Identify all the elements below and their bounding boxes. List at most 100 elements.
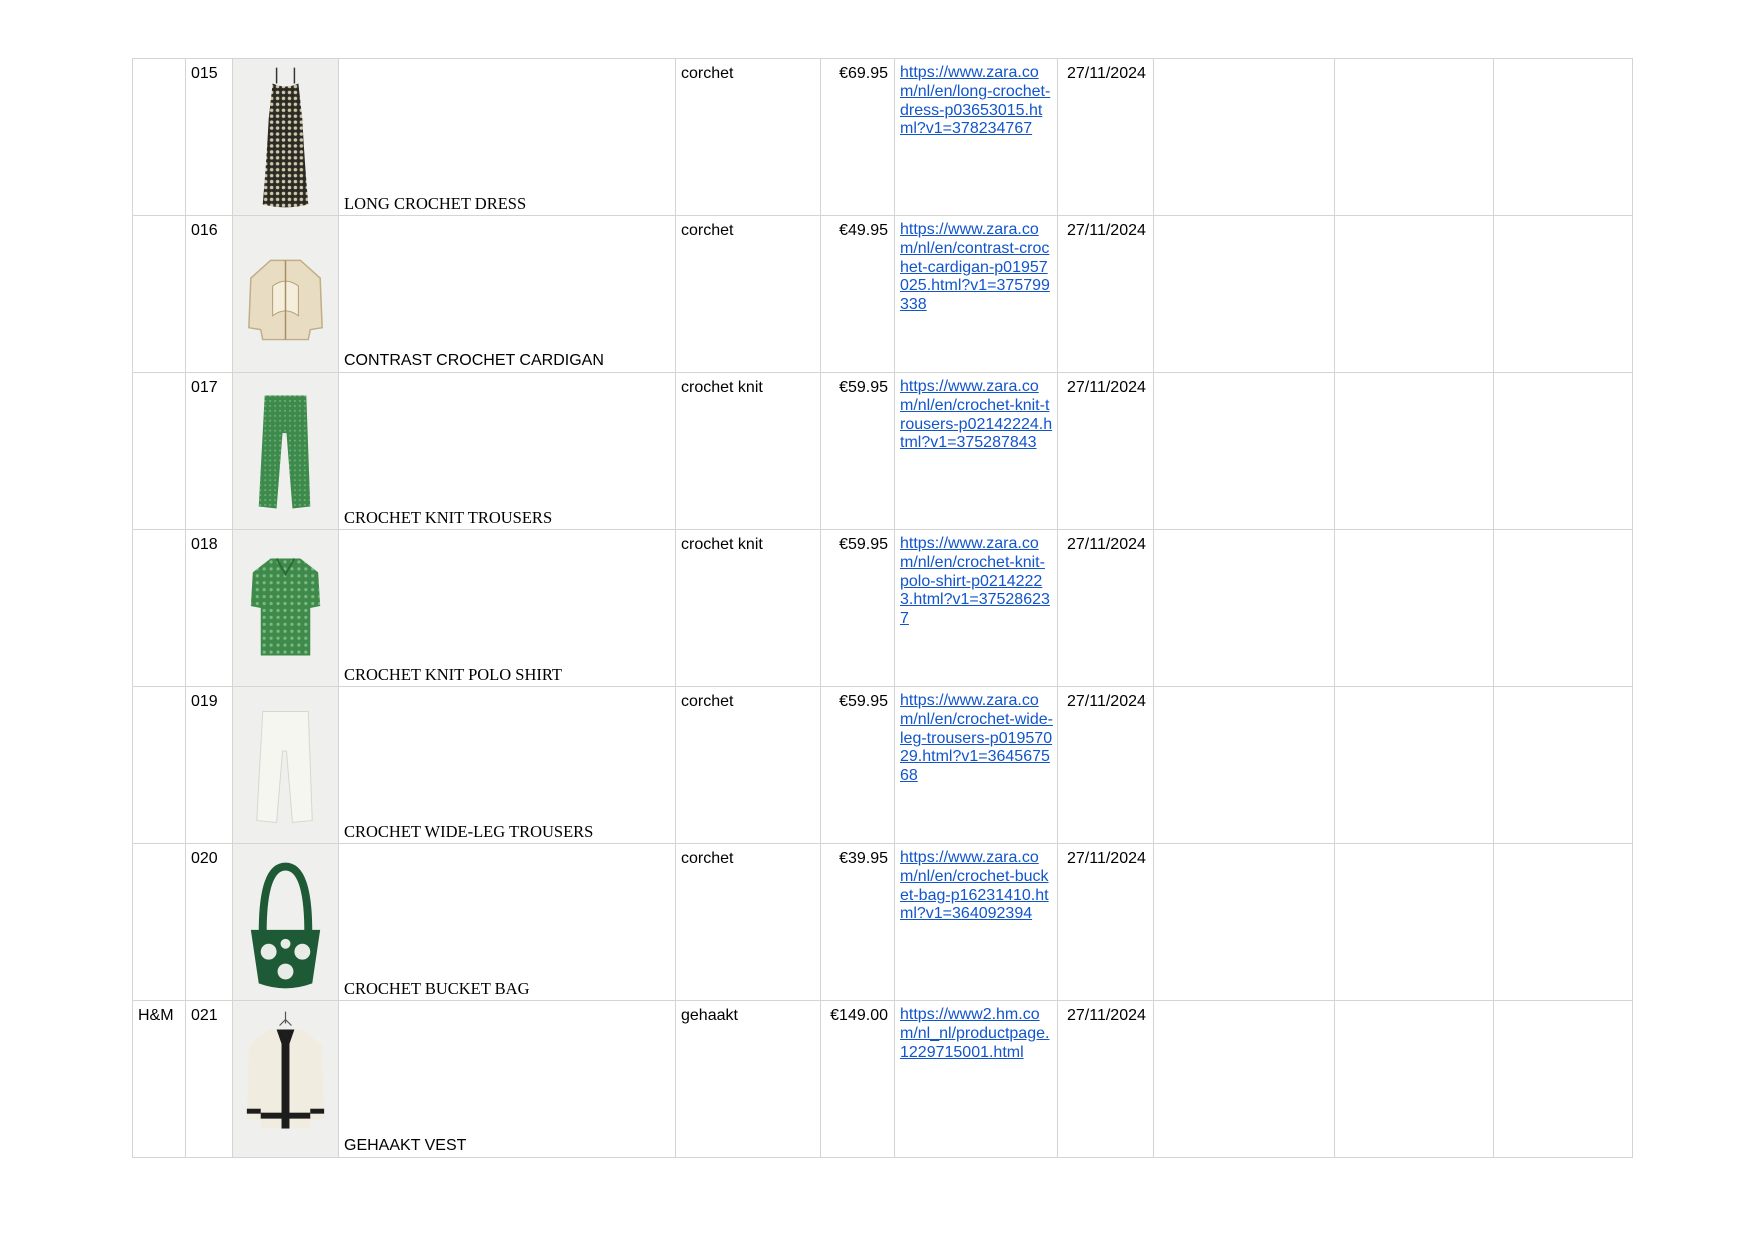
brand-cell[interactable] — [132, 843, 186, 1001]
product-link[interactable]: https://www.zara.com/nl/en/long-crochet-… — [900, 64, 1051, 138]
product-name: CROCHET KNIT TROUSERS — [344, 508, 553, 527]
empty-cell[interactable] — [1493, 1000, 1633, 1158]
material-cell[interactable]: corchet — [675, 215, 821, 373]
name-cell[interactable]: CROCHET KNIT TROUSERS — [338, 372, 676, 530]
product-name: CROCHET KNIT POLO SHIRT — [344, 665, 562, 684]
product-sheet: 015 LONG CROCHET DRESS corchet €69.95 ht… — [132, 58, 1633, 1158]
url-cell[interactable]: https://www.zara.com/nl/en/crochet-bucke… — [894, 843, 1058, 1001]
brand-text — [133, 844, 185, 849]
empty-cell[interactable] — [1153, 1000, 1335, 1158]
image-cell[interactable] — [232, 58, 339, 216]
price-cell[interactable]: €39.95 — [820, 843, 895, 1001]
bucket-bag-thumbnail — [233, 844, 338, 1000]
product-link[interactable]: https://www.zara.com/nl/en/crochet-knit-… — [900, 535, 1050, 628]
empty-cell[interactable] — [1334, 58, 1494, 216]
date-cell[interactable]: 27/11/2024 — [1057, 58, 1154, 216]
name-cell[interactable]: LONG CROCHET DRESS — [338, 58, 676, 216]
id-text: 020 — [191, 850, 218, 867]
product-name: LONG CROCHET DRESS — [344, 194, 527, 213]
url-cell[interactable]: https://www.zara.com/nl/en/contrast-croc… — [894, 215, 1058, 373]
price-cell[interactable]: €149.00 — [820, 1000, 895, 1158]
empty-cell[interactable] — [1334, 686, 1494, 844]
id-cell[interactable]: 021 — [185, 1000, 233, 1158]
image-cell[interactable] — [232, 215, 339, 373]
date-cell[interactable]: 27/11/2024 — [1057, 372, 1154, 530]
id-cell[interactable]: 018 — [185, 529, 233, 687]
product-link[interactable]: https://www.zara.com/nl/en/crochet-wide-… — [900, 692, 1053, 785]
empty-cell[interactable] — [1493, 215, 1633, 373]
empty-cell[interactable] — [1334, 1000, 1494, 1158]
empty-cell[interactable] — [1334, 843, 1494, 1001]
material-cell[interactable]: corchet — [675, 843, 821, 1001]
empty-cell[interactable] — [1493, 843, 1633, 1001]
empty-cell[interactable] — [1334, 215, 1494, 373]
material-text: crochet knit — [681, 379, 763, 396]
name-cell[interactable]: CROCHET KNIT POLO SHIRT — [338, 529, 676, 687]
brand-cell[interactable] — [132, 686, 186, 844]
price-cell[interactable]: €59.95 — [820, 529, 895, 687]
url-cell[interactable]: https://www.zara.com/nl/en/crochet-knit-… — [894, 529, 1058, 687]
id-cell[interactable]: 017 — [185, 372, 233, 530]
product-name: CROCHET WIDE-LEG TROUSERS — [344, 822, 594, 841]
price-text: €59.95 — [839, 379, 888, 396]
empty-cell[interactable] — [1493, 372, 1633, 530]
id-cell[interactable]: 016 — [185, 215, 233, 373]
date-cell[interactable]: 27/11/2024 — [1057, 529, 1154, 687]
empty-cell[interactable] — [1153, 372, 1335, 530]
name-cell[interactable]: CROCHET WIDE-LEG TROUSERS — [338, 686, 676, 844]
price-cell[interactable]: €49.95 — [820, 215, 895, 373]
url-cell[interactable]: https://www.zara.com/nl/en/crochet-knit-… — [894, 372, 1058, 530]
empty-cell[interactable] — [1493, 58, 1633, 216]
image-cell[interactable] — [232, 843, 339, 1001]
brand-cell[interactable] — [132, 215, 186, 373]
white-trousers-thumbnail — [233, 687, 338, 843]
url-cell[interactable]: https://www2.hm.com/nl_nl/productpage.12… — [894, 1000, 1058, 1158]
empty-cell[interactable] — [1153, 686, 1335, 844]
brand-cell[interactable] — [132, 529, 186, 687]
material-cell[interactable]: gehaakt — [675, 1000, 821, 1158]
empty-cell[interactable] — [1153, 215, 1335, 373]
price-cell[interactable]: €59.95 — [820, 372, 895, 530]
material-cell[interactable]: crochet knit — [675, 529, 821, 687]
date-cell[interactable]: 27/11/2024 — [1057, 686, 1154, 844]
material-cell[interactable]: corchet — [675, 58, 821, 216]
image-cell[interactable] — [232, 372, 339, 530]
price-cell[interactable]: €69.95 — [820, 58, 895, 216]
brand-cell[interactable] — [132, 372, 186, 530]
empty-cell[interactable] — [1153, 843, 1335, 1001]
material-text: corchet — [681, 693, 734, 710]
material-cell[interactable]: crochet knit — [675, 372, 821, 530]
price-text: €49.95 — [839, 222, 888, 239]
material-cell[interactable]: corchet — [675, 686, 821, 844]
url-cell[interactable]: https://www.zara.com/nl/en/long-crochet-… — [894, 58, 1058, 216]
brand-cell[interactable]: H&M — [132, 1000, 186, 1158]
product-link[interactable]: https://www.zara.com/nl/en/contrast-croc… — [900, 221, 1050, 314]
date-text: 27/11/2024 — [1067, 65, 1146, 82]
url-cell[interactable]: https://www.zara.com/nl/en/crochet-wide-… — [894, 686, 1058, 844]
product-link[interactable]: https://www.zara.com/nl/en/crochet-knit-… — [900, 378, 1053, 452]
empty-cell[interactable] — [1153, 529, 1335, 687]
image-cell[interactable] — [232, 1000, 339, 1158]
empty-cell[interactable] — [1493, 529, 1633, 687]
price-cell[interactable]: €59.95 — [820, 686, 895, 844]
date-text: 27/11/2024 — [1067, 693, 1146, 710]
id-text: 015 — [191, 65, 218, 82]
product-link[interactable]: https://www2.hm.com/nl_nl/productpage.12… — [900, 1006, 1050, 1061]
image-cell[interactable] — [232, 529, 339, 687]
empty-cell[interactable] — [1334, 529, 1494, 687]
date-cell[interactable]: 27/11/2024 — [1057, 215, 1154, 373]
name-cell[interactable]: GEHAAKT VEST — [338, 1000, 676, 1158]
name-cell[interactable]: CROCHET BUCKET BAG — [338, 843, 676, 1001]
id-cell[interactable]: 020 — [185, 843, 233, 1001]
id-cell[interactable]: 019 — [185, 686, 233, 844]
id-cell[interactable]: 015 — [185, 58, 233, 216]
product-link[interactable]: https://www.zara.com/nl/en/crochet-bucke… — [900, 849, 1049, 923]
date-cell[interactable]: 27/11/2024 — [1057, 843, 1154, 1001]
empty-cell[interactable] — [1493, 686, 1633, 844]
empty-cell[interactable] — [1334, 372, 1494, 530]
name-cell[interactable]: CONTRAST CROCHET CARDIGAN — [338, 215, 676, 373]
image-cell[interactable] — [232, 686, 339, 844]
brand-cell[interactable] — [132, 58, 186, 216]
empty-cell[interactable] — [1153, 58, 1335, 216]
date-cell[interactable]: 27/11/2024 — [1057, 1000, 1154, 1158]
